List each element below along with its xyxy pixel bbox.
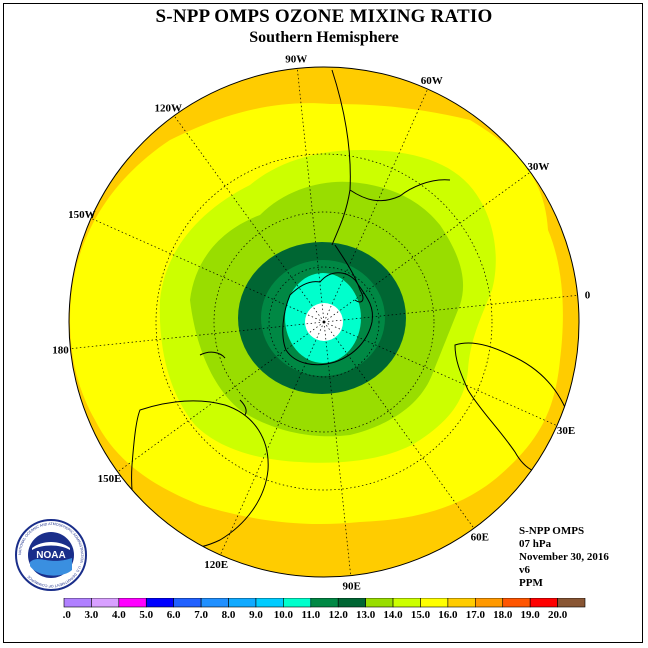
colorbar-label: 18.0 [493,609,513,621]
info-level: 07 hPa [519,538,552,550]
info-units: PPM [519,577,543,589]
colorbar-label: 20.0 [548,609,568,621]
colorbar-swatch [228,598,257,608]
info-instrument: S-NPP OMPS [519,525,585,537]
longitude-label: 30E [557,425,575,437]
colorbar-label: 8.0 [222,609,236,621]
colorbar-swatch [447,598,476,608]
meridians [70,68,578,576]
colorbar-swatch [365,598,394,608]
colorbar-label: 11.0 [301,609,320,621]
meridian-line [323,88,429,323]
meridian-line [70,321,325,350]
colorbar-swatch [337,598,366,608]
colorbar-swatch [200,598,229,608]
longitude-label: 120E [204,559,228,571]
colorbar-label: 15.0 [411,609,431,621]
meridian-line [173,115,325,323]
colorbar-swatch [173,598,202,608]
colorbar-swatch [557,598,586,608]
colorbar-label: 6.0 [167,609,181,621]
meridian-line [117,321,325,473]
colorbar-label: 7.0 [194,609,208,621]
colorbar-swatch [255,598,284,608]
colorbar-label: 4.0 [112,609,126,621]
longitude-label: 60E [471,531,489,543]
colorbar-label: 9.0 [249,609,263,621]
colorbar-swatch [118,598,147,608]
longitude-label: 180 [52,345,69,357]
latitude-circles [155,153,493,491]
colorbar-swatch [310,598,339,608]
map-subtitle: Southern Hemisphere [249,29,399,46]
colorbar: 2.0 3.0 4.0 5.0 6.0 7.0 8.0 9.0 10.0 11.0 12.0 13.0… [63,598,586,621]
noaa-logo-text: NOAA [36,550,65,561]
map-title: S-NPP OMPS OZONE MIXING RATIO [155,6,493,27]
colorbar-label: 12.0 [329,609,349,621]
colorbar-label: 14.0 [383,609,403,621]
colorbar-label: 2.0 [63,609,71,621]
longitude-label: 90E [343,581,361,593]
colorbar-label: 5.0 [139,609,153,621]
colorbar-swatch [392,598,421,608]
colorbar-swatch [502,598,531,608]
meridian-line [323,321,558,427]
colorbar-swatch [475,598,504,608]
colorbar-label: 13.0 [356,609,376,621]
meridian-line [323,321,352,576]
colorbar-swatch [420,598,449,608]
colorbar-label: 3.0 [85,609,99,621]
meridian-line [219,321,325,556]
meridian-line [90,217,325,323]
product-info: S-NPP OMPS 07 hPa November 30, 2016 v6 P… [519,525,609,590]
info-version: v6 [519,564,530,576]
longitude-label: 150E [98,473,122,485]
colorbar-swatch [529,598,558,608]
colorbar-label: 16.0 [438,609,458,621]
hemisphere-boundary [68,66,580,578]
longitude-label: 90W [285,54,307,66]
noaa-logo: NOAA NATIONAL OCEANIC AND ATMOSPHERIC AD… [15,519,87,591]
longitude-label: 30W [527,161,549,173]
info-date: November 30, 2016 [519,551,609,563]
longitude-label: 120W [154,103,182,115]
colorbar-swatch [283,598,312,608]
meridian-line [296,68,325,323]
meridian-line [323,171,531,323]
colorbar-swatch [91,598,120,608]
colorbar-label: 19.0 [521,609,541,621]
meridian-line [323,321,475,529]
colorbar-label: 10.0 [274,609,294,621]
longitude-label: 0 [585,289,591,301]
longitude-label: 150W [68,209,96,221]
longitude-label: 60W [421,75,443,87]
colorbar-label: 17.0 [466,609,486,621]
colorbar-swatch [145,598,174,608]
colorbar-swatch [63,598,92,608]
meridian-line [323,294,578,323]
longitude-labels: 90W 60W 30W 0 30E 60E 90E 120E 150E 180 150W 120W [52,54,591,593]
